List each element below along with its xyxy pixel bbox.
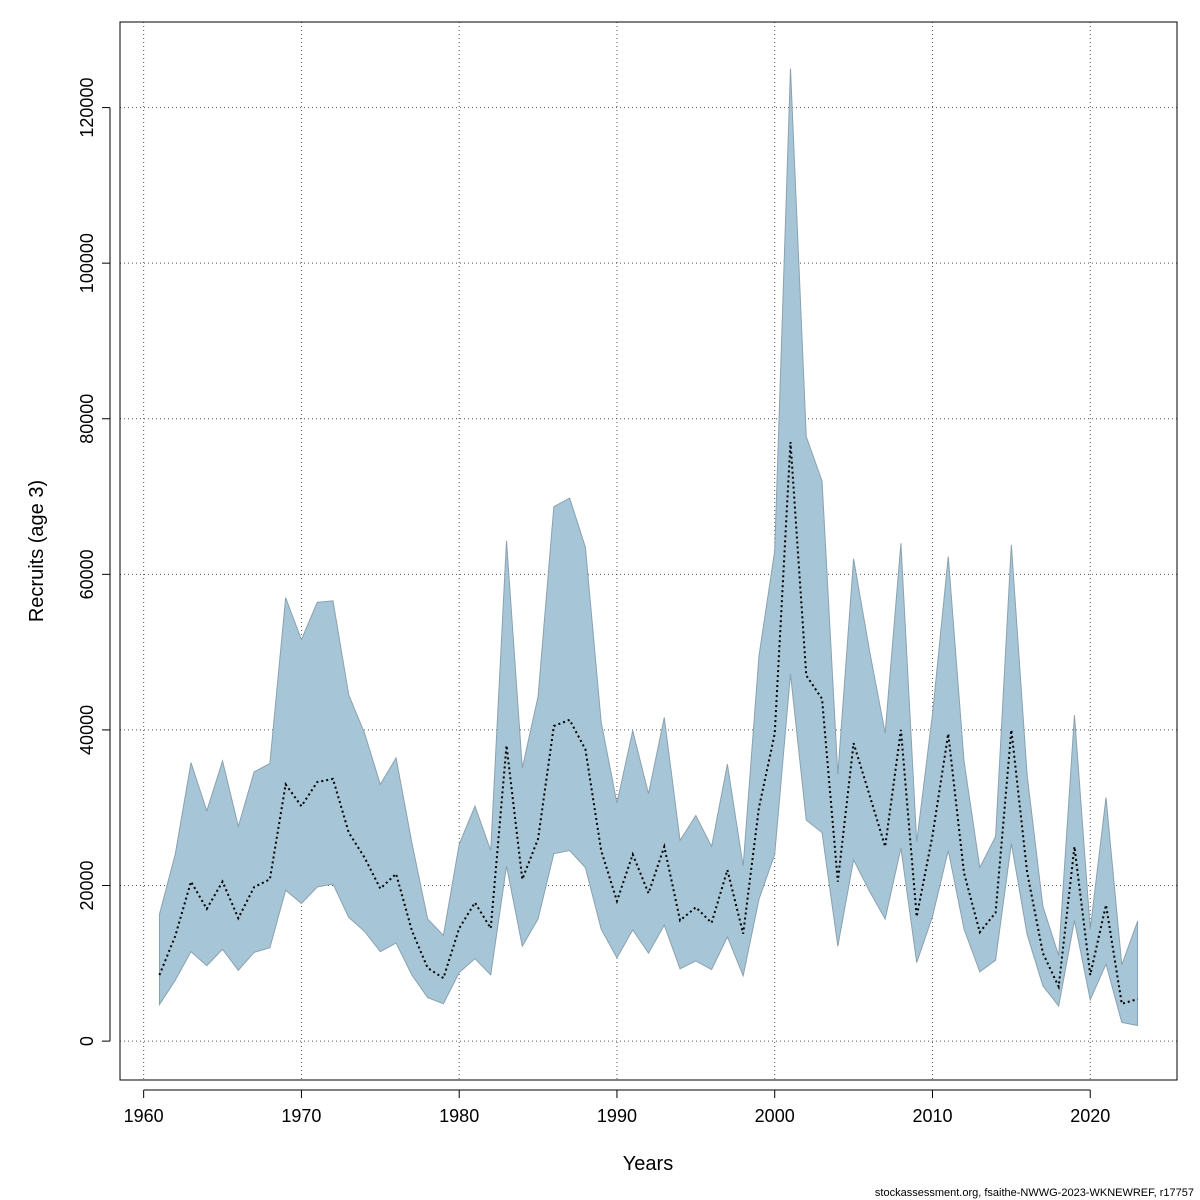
data-point (300, 805, 302, 807)
data-point (222, 881, 224, 883)
x-axis: 1960 1970 1980 1990 2000 2010 2020 (124, 1089, 1110, 1126)
data-point (679, 920, 681, 922)
y-tick-label: 80000 (77, 394, 97, 444)
y-tick-label: 120000 (77, 78, 97, 138)
data-point (600, 850, 602, 852)
data-point (158, 974, 160, 976)
data-point (995, 912, 997, 914)
data-point (789, 441, 791, 443)
x-axis-title: Years (623, 1153, 673, 1175)
data-point (506, 744, 508, 746)
data-point (1089, 974, 1091, 976)
x-tick-label: 1980 (439, 1106, 479, 1126)
data-point (332, 778, 334, 780)
data-point (648, 892, 650, 894)
y-axis-title: Recruits (age 3) (26, 480, 48, 622)
data-point (521, 878, 523, 880)
data-point (1042, 952, 1044, 954)
data-point (695, 906, 697, 908)
x-tick-label: 2000 (755, 1106, 795, 1126)
data-point (853, 742, 855, 744)
data-point (758, 807, 760, 809)
data-point (490, 927, 492, 929)
x-tick-label: 2010 (912, 1106, 952, 1126)
data-point (947, 733, 949, 735)
data-point (979, 931, 981, 933)
data-point (427, 967, 429, 969)
plot-frame (119, 21, 1178, 1081)
data-point (821, 698, 823, 700)
data-point (348, 832, 350, 834)
data-point (884, 846, 886, 848)
y-tick-label: 0 (77, 1036, 97, 1046)
x-tick-label: 1970 (281, 1106, 321, 1126)
data-point (206, 908, 208, 910)
estimate-series-line (158, 442, 1138, 1006)
data-point (190, 881, 192, 883)
data-point (395, 873, 397, 875)
y-axis: 0 20000 40000 60000 80000 100000 120000 (77, 78, 111, 1046)
data-point (237, 917, 239, 919)
data-point (316, 781, 318, 783)
data-point (931, 835, 933, 837)
data-point (837, 881, 839, 883)
data-point (364, 857, 366, 859)
data-point (1026, 871, 1028, 873)
data-point (474, 902, 476, 904)
data-point (868, 793, 870, 795)
y-tick-label: 100000 (77, 233, 97, 293)
data-point (442, 977, 444, 979)
y-tick-label: 60000 (77, 549, 97, 599)
data-point (1105, 904, 1107, 906)
data-point (1058, 986, 1060, 988)
data-point (963, 872, 965, 874)
y-tick-label: 20000 (77, 860, 97, 910)
data-point (711, 922, 713, 924)
x-tick-label: 1990 (597, 1106, 637, 1126)
x-tick-label: 1960 (124, 1106, 164, 1126)
data-point (569, 719, 571, 721)
data-point (553, 725, 555, 727)
data-point (285, 783, 287, 785)
data-point (253, 886, 255, 888)
data-point (805, 674, 807, 676)
data-point (774, 733, 776, 735)
data-point (411, 930, 413, 932)
confidence-band (158, 68, 1139, 1027)
data-point (900, 729, 902, 731)
data-point (1121, 1003, 1123, 1005)
data-point (916, 916, 918, 918)
confidence-band-area (158, 68, 1139, 1027)
estimate-line (158, 442, 1138, 1006)
data-point (1073, 846, 1075, 848)
x-tick-label: 2020 (1070, 1106, 1110, 1126)
data-point (616, 900, 618, 902)
data-point (584, 748, 586, 750)
data-point (379, 888, 381, 890)
data-point (537, 838, 539, 840)
credit-text: stockassessment.org, fsaithe-NWWG-2023-W… (875, 1187, 1194, 1199)
data-point (174, 935, 176, 937)
data-point (458, 927, 460, 929)
data-point (1137, 998, 1139, 1000)
data-point (1010, 729, 1012, 731)
data-point (663, 846, 665, 848)
data-point (726, 869, 728, 871)
data-point (269, 878, 271, 880)
data-point (742, 933, 744, 935)
y-tick-label: 40000 (77, 705, 97, 755)
data-point (632, 853, 634, 855)
